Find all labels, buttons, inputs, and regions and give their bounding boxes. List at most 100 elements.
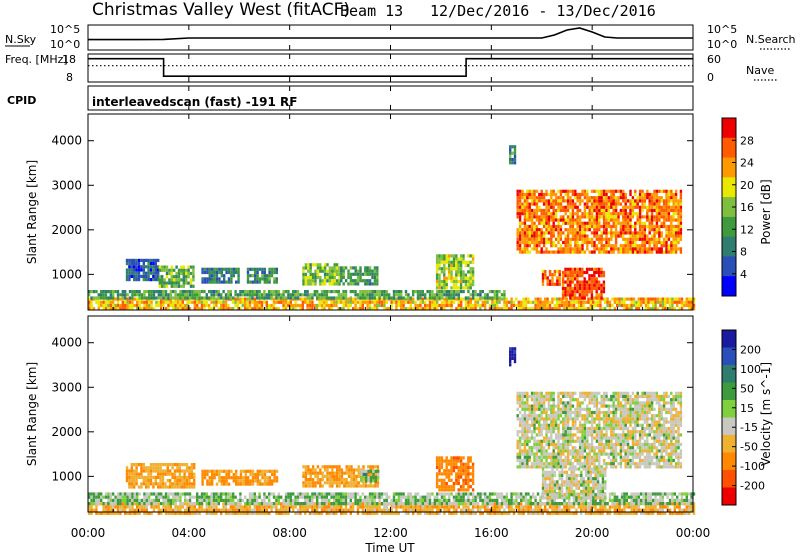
heatmap-cell [467, 263, 470, 268]
heatmap-cell [581, 215, 584, 219]
heatmap-cell [629, 189, 632, 193]
heatmap-cell [516, 244, 519, 248]
heatmap-cell [137, 274, 141, 278]
heatmap-cell [534, 508, 537, 512]
heatmap-cell [597, 296, 601, 300]
heatmap-cell [479, 303, 482, 308]
heatmap-cell [331, 266, 334, 270]
heatmap-cell [145, 485, 148, 489]
heatmap-cell [564, 192, 567, 197]
heatmap-cell [135, 268, 138, 272]
heatmap-cell [179, 303, 182, 308]
heatmap-cell [631, 224, 635, 229]
heatmap-cell [462, 273, 465, 277]
heatmap-cell [234, 502, 237, 506]
heatmap-cell [647, 498, 650, 502]
heatmap-cell [230, 277, 233, 281]
heatmap-cell [679, 237, 683, 241]
heatmap-cell [538, 244, 541, 248]
heatmap-cell [172, 300, 175, 304]
heatmap-cell [607, 221, 611, 225]
heatmap-cell [533, 240, 536, 245]
heatmap-cell [670, 196, 673, 200]
heatmap-cell [600, 192, 603, 197]
heatmap-cell [277, 293, 280, 297]
heatmap-cell [469, 300, 472, 304]
heatmap-cell [571, 250, 575, 254]
heatmap-cell [521, 221, 524, 225]
heatmap-cell [188, 307, 192, 311]
heatmap-cell [634, 247, 637, 251]
heatmap-cell [311, 272, 315, 276]
heatmap-cell [580, 300, 583, 304]
heatmap-cell [421, 290, 424, 294]
heatmap-cell [170, 275, 173, 279]
heatmap-cell [145, 300, 148, 304]
heatmap-cell [241, 297, 244, 301]
heatmap-cell [493, 505, 496, 509]
heatmap-cell [460, 297, 463, 301]
heatmap-cell [333, 266, 336, 270]
heatmap-cell [526, 224, 529, 229]
heatmap-cell [328, 492, 331, 496]
heatmap-cell [571, 277, 574, 281]
heatmap-cell [378, 495, 381, 499]
heatmap-cell [258, 300, 261, 304]
heatmap-cell [352, 508, 355, 512]
heatmap-cell [586, 237, 589, 241]
heatmap-cell [623, 495, 626, 499]
heatmap-cell [662, 202, 666, 206]
heatmap-cell [438, 508, 441, 512]
heatmap-cell [174, 290, 177, 294]
heatmap-cell [160, 495, 163, 499]
heatmap-cell [521, 192, 524, 197]
heatmap-cell [167, 300, 170, 304]
heatmap-cell [424, 502, 427, 506]
heatmap-cell [323, 282, 327, 286]
heatmap-cell [169, 300, 172, 304]
heatmap-cell [665, 218, 668, 222]
heatmap-cell [692, 505, 696, 509]
heatmap-cell [289, 307, 292, 311]
heatmap-cell [634, 189, 637, 193]
heatmap-cell [673, 502, 676, 506]
heatmap-cell [472, 508, 475, 512]
heatmap-cell [450, 492, 453, 496]
heatmap-cell [137, 472, 141, 476]
heatmap-cell [347, 300, 350, 304]
heatmap-cell [248, 290, 252, 294]
heatmap-cell [667, 196, 671, 200]
heatmap-cell [588, 196, 591, 200]
heatmap-cell [220, 267, 223, 271]
heatmap-cell [597, 267, 601, 271]
heatmap-cell [605, 244, 608, 248]
heatmap-cell [208, 495, 211, 499]
heatmap-cell [655, 228, 659, 232]
heatmap-cell [542, 192, 546, 197]
heatmap-cell [157, 498, 160, 502]
heatmap-cell [174, 293, 177, 297]
heatmap-cell [638, 250, 642, 254]
heatmap-cell [665, 205, 668, 209]
heatmap-cell [304, 492, 307, 496]
heatmap-cell [356, 269, 360, 273]
heatmap-cell [598, 212, 601, 216]
heatmap-cell [564, 240, 567, 245]
heatmap-cell [582, 303, 585, 308]
heatmap-cell [304, 266, 308, 270]
heatmap-cell [629, 231, 632, 235]
heatmap-cell [152, 466, 155, 470]
heatmap-cell [690, 498, 693, 502]
heatmap-cell [412, 297, 415, 301]
heatmap-cell [572, 502, 576, 506]
heatmap-cell [602, 218, 606, 222]
heatmap-cell [580, 508, 583, 512]
heatmap-cell [563, 508, 566, 512]
heatmap-cell [646, 196, 649, 200]
heatmap-cell [321, 282, 324, 286]
heatmap-cell [126, 498, 129, 502]
heatmap-cell [100, 303, 103, 308]
heatmap-cell [677, 237, 680, 241]
heatmap-cell [547, 218, 551, 222]
heatmap-cell [569, 286, 572, 291]
